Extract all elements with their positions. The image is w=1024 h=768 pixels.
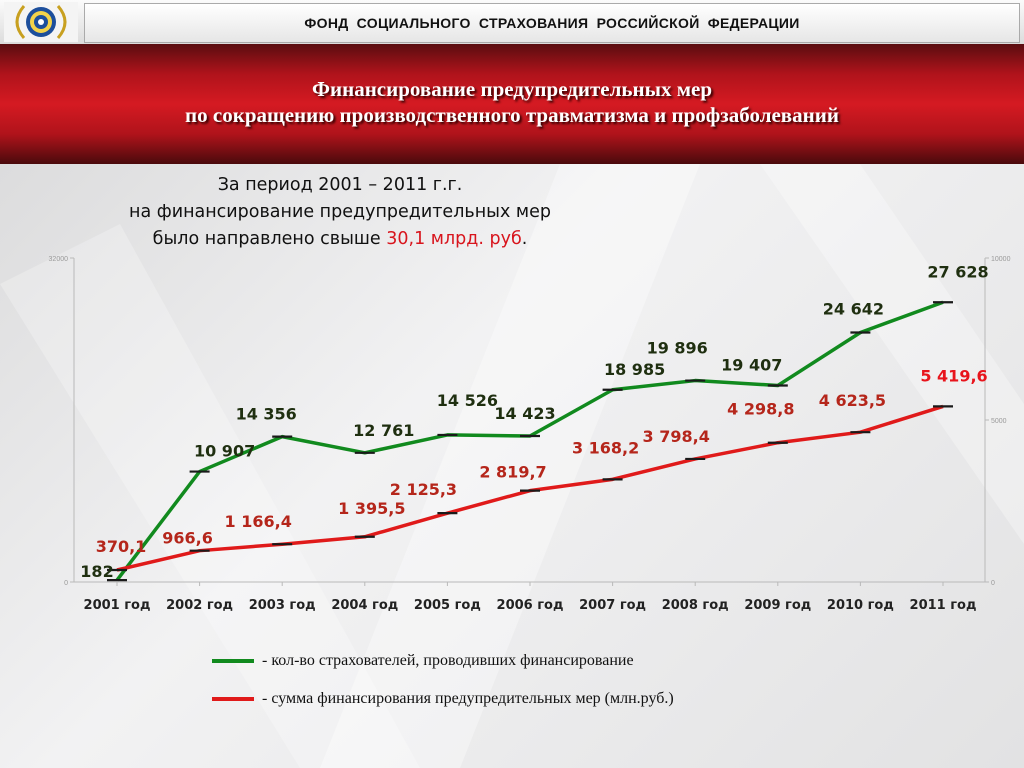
x-tick-label: 2011 год <box>910 598 977 613</box>
summary-total-amount: 30,1 млрд. руб <box>386 229 522 249</box>
legend-label-green: - кол-во страхователей, проводивших фина… <box>262 652 634 669</box>
content-area <box>0 164 1024 768</box>
x-tick-label: 2007 год <box>579 598 646 613</box>
legend-item-red: - сумма финансирования предупредительных… <box>212 690 674 708</box>
summary-line2: на финансирование предупредительных мер <box>129 202 551 222</box>
y-right-tick-label: 0 <box>991 580 995 587</box>
summary-line3-suffix: . <box>521 229 528 249</box>
y-left-tick-label: 0 <box>64 580 68 587</box>
slide-title-line1: Финансирование предупредительных мер <box>311 77 713 101</box>
data-label-green: 27 628 <box>927 262 988 281</box>
data-label-red: 370,1 <box>96 537 147 556</box>
summary-text: За период 2001 – 2011 г.г. на финансиров… <box>40 172 640 253</box>
top-bar: ФОНД СОЦИАЛЬНОГО СТРАХОВАНИЯ РОССИЙСКОЙ … <box>0 0 1024 45</box>
data-label-green: 10 907 <box>194 442 255 461</box>
x-tick-label: 2003 год <box>249 598 316 613</box>
data-label-red: 4 623,5 <box>819 391 886 410</box>
x-tick-label: 2001 год <box>84 598 151 613</box>
slide-title-line2: по сокращению производственного травмати… <box>185 103 839 127</box>
title-banner: Финансирование предупредительных мер по … <box>0 44 1024 164</box>
data-label-green: 19 896 <box>647 339 708 358</box>
data-label-green: 24 642 <box>823 299 884 318</box>
data-label-red: 1 166,4 <box>225 512 292 531</box>
y-right-tick-label: 10000 <box>991 256 1011 263</box>
data-label-green: 14 526 <box>437 391 498 410</box>
data-label-red: 1 395,5 <box>338 499 405 518</box>
data-label-red: 2 125,3 <box>390 480 457 499</box>
data-label-red: 3 798,4 <box>643 427 710 446</box>
x-tick-label: 2005 год <box>414 598 481 613</box>
x-tick-label: 2004 год <box>331 598 398 613</box>
y-left-tick-label: 32000 <box>49 256 69 263</box>
org-title-bar: ФОНД СОЦИАЛЬНОГО СТРАХОВАНИЯ РОССИЙСКОЙ … <box>84 3 1020 43</box>
legend-label-red: - сумма финансирования предупредительных… <box>262 690 674 707</box>
series-line-red <box>116 404 944 572</box>
x-tick-label: 2010 год <box>827 598 894 613</box>
summary-line1: За период 2001 – 2011 г.г. <box>217 175 463 195</box>
fss-logo-icon <box>4 2 78 42</box>
data-label-red: 2 819,7 <box>479 463 546 482</box>
background-decoration <box>0 164 1024 768</box>
data-label-green: 18 985 <box>604 360 665 379</box>
legend-swatch-green <box>212 659 254 663</box>
data-label-red: 4 298,8 <box>727 400 794 419</box>
x-tick-label: 2008 год <box>662 598 729 613</box>
data-label-red: 3 168,2 <box>572 438 639 457</box>
legend-item-green: - кол-во страхователей, проводивших фина… <box>212 652 634 670</box>
data-label-red: 966,6 <box>162 529 213 548</box>
data-label-green: 14 356 <box>236 405 297 424</box>
x-tick-label: 2006 год <box>497 598 564 613</box>
x-tick-label: 2002 год <box>166 598 233 613</box>
y-right-tick-label: 5000 <box>991 418 1007 425</box>
legend-swatch-red <box>212 697 254 701</box>
data-label-red: 5 419,6 <box>920 366 987 385</box>
data-label-green: 14 423 <box>494 404 555 423</box>
summary-line3-prefix: было направлено свыше <box>152 229 387 249</box>
x-tick-label: 2009 год <box>744 598 811 613</box>
org-title: ФОНД СОЦИАЛЬНОГО СТРАХОВАНИЯ РОССИЙСКОЙ … <box>304 15 800 31</box>
data-label-green: 12 761 <box>353 421 414 440</box>
data-label-green: 19 407 <box>721 356 782 375</box>
data-label-green: 182 <box>80 562 113 581</box>
summary-line3: было направлено свыше 30,1 млрд. руб. <box>40 226 640 253</box>
